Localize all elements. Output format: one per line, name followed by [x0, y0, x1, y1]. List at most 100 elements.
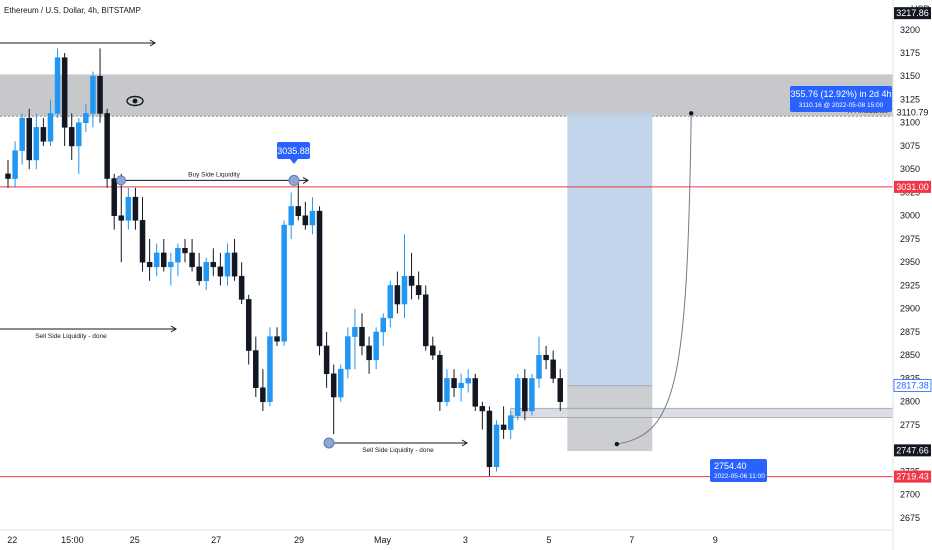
candle-body — [5, 173, 11, 179]
candle-body — [373, 331, 379, 361]
price-tick: 2975 — [900, 234, 920, 244]
eye-icon[interactable] — [126, 95, 144, 107]
candle — [387, 280, 394, 328]
high-callout-text: 3035.88 — [277, 146, 310, 156]
buy-side-label: Buy Side Liquidity — [188, 171, 240, 178]
price-tick: 2900 — [900, 304, 920, 314]
candle-body — [465, 378, 471, 384]
projection-start-dot — [614, 441, 620, 447]
time-tick: 22 — [7, 535, 17, 545]
price-tick: 3200 — [900, 25, 920, 35]
candle — [231, 238, 238, 281]
candle — [415, 271, 422, 300]
chart-title: Ethereum / U.S. Dollar, 4h, BITSTAMP — [4, 6, 141, 15]
candle — [288, 192, 294, 239]
sell-side-bottom-arrow-head — [461, 439, 468, 447]
price-tick: 2675 — [900, 513, 920, 523]
candle — [26, 108, 32, 170]
price-label-box — [894, 106, 931, 119]
price-tick: 3075 — [900, 141, 920, 151]
candle-body — [458, 382, 464, 388]
price-label: 3217.86 — [896, 8, 929, 18]
candle-body — [189, 252, 195, 268]
candle-body — [274, 336, 280, 342]
eye-icon-outline — [126, 95, 144, 107]
candle — [451, 369, 457, 398]
candle-body — [394, 285, 401, 305]
candle — [338, 364, 344, 402]
candle — [479, 401, 486, 430]
time-tick: 9 — [713, 535, 718, 545]
price-tick: 3100 — [900, 118, 920, 128]
price-axis[interactable] — [893, 0, 932, 550]
candle — [76, 118, 82, 174]
time-tick: 5 — [546, 535, 551, 545]
high-callout-pointer — [290, 159, 298, 164]
candle-body — [139, 220, 146, 263]
candle-body — [97, 75, 103, 114]
candle-body — [309, 210, 316, 226]
candle — [210, 248, 217, 277]
candle-body — [231, 252, 238, 277]
candle — [444, 369, 450, 407]
candle — [536, 336, 542, 388]
candle — [352, 308, 358, 370]
candle-body — [118, 215, 125, 221]
candle-body — [422, 294, 429, 347]
candle — [557, 369, 563, 411]
candle-body — [536, 354, 542, 379]
candle — [161, 238, 167, 272]
time-tick: 3 — [463, 535, 468, 545]
candle — [515, 373, 521, 421]
candle-body — [345, 336, 351, 370]
sell-side-bottom-dot[interactable] — [323, 437, 335, 449]
candle-body — [415, 285, 422, 296]
current-band — [510, 407, 894, 418]
candle-body — [253, 350, 259, 388]
candle — [458, 373, 464, 402]
projection-curve — [616, 113, 692, 445]
price-label: 3110.79 — [897, 108, 929, 118]
buy-side-start-dot[interactable] — [116, 175, 126, 186]
candle-body — [40, 127, 47, 142]
candle-body — [210, 261, 217, 268]
candle-body — [387, 285, 394, 319]
buy-side-end-dot[interactable] — [288, 174, 300, 186]
candle — [245, 294, 252, 365]
candle — [493, 420, 500, 472]
time-tick: 15:00 — [61, 535, 84, 545]
candle — [281, 220, 287, 346]
candle-body — [408, 275, 415, 286]
price-tick: 3150 — [900, 71, 920, 81]
candle-body — [437, 354, 443, 402]
sell-side-bottom-label: Sell Side Liquidity - done — [362, 447, 434, 454]
candle-body — [550, 359, 556, 379]
candle — [394, 271, 401, 314]
candle — [274, 327, 280, 346]
candle — [465, 369, 471, 393]
candle-body — [47, 113, 54, 142]
candle-body — [260, 387, 266, 402]
price-label: 2817.38 — [896, 381, 929, 391]
stop-zone — [567, 385, 653, 451]
price-label: 2719.43 — [896, 472, 929, 482]
price-tick: 2950 — [900, 257, 920, 267]
candle — [168, 252, 174, 286]
price-label: 2747.66 — [896, 445, 929, 455]
candle-body — [111, 178, 117, 216]
target-callout-line2: 3110.16 @ 2022-05-08 15:00 — [799, 102, 884, 109]
candle — [238, 262, 245, 305]
candle — [507, 410, 514, 439]
candle — [189, 238, 195, 272]
candle — [125, 187, 132, 230]
candle-body — [302, 215, 309, 226]
low-callout-box — [710, 459, 767, 482]
candle — [40, 118, 47, 146]
price-tick: 2850 — [900, 350, 920, 360]
candle-body — [68, 127, 75, 147]
candle — [550, 350, 556, 384]
candle — [146, 238, 153, 281]
candle-body — [281, 224, 287, 342]
